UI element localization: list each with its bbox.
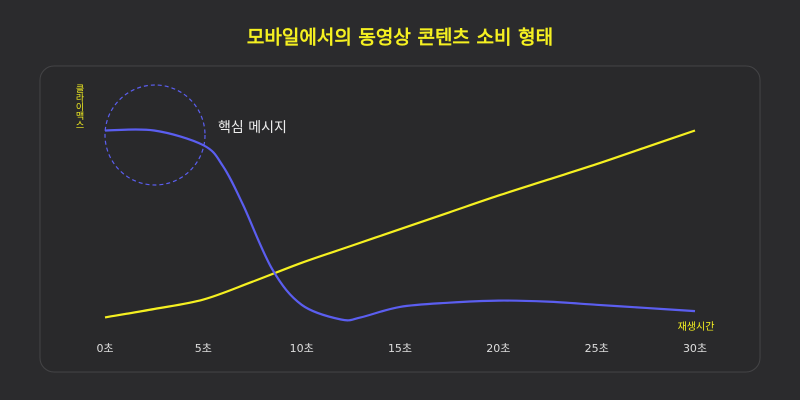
x-tick-label: 10초 (290, 342, 314, 355)
highlight-circle (104, 84, 206, 186)
chart-title: 모바일에서의 동영상 콘텐츠 소비 형태 (247, 27, 553, 49)
y-axis-label: 클라이맥스 (74, 84, 84, 129)
x-tick-label: 25초 (585, 342, 609, 355)
annotation: 핵심 메시지 (218, 120, 287, 136)
line-series (104, 128, 696, 322)
line-series (104, 129, 696, 319)
x-tick-label: 15초 (388, 342, 412, 355)
x-tick-label: 0초 (96, 342, 113, 355)
x-tick-label: 20초 (486, 342, 510, 355)
x-tick-label: 5초 (195, 342, 212, 355)
panel (39, 65, 761, 373)
x-tick-label: 30초 (683, 342, 707, 355)
x-axis-label: 재생시간 (678, 321, 715, 333)
